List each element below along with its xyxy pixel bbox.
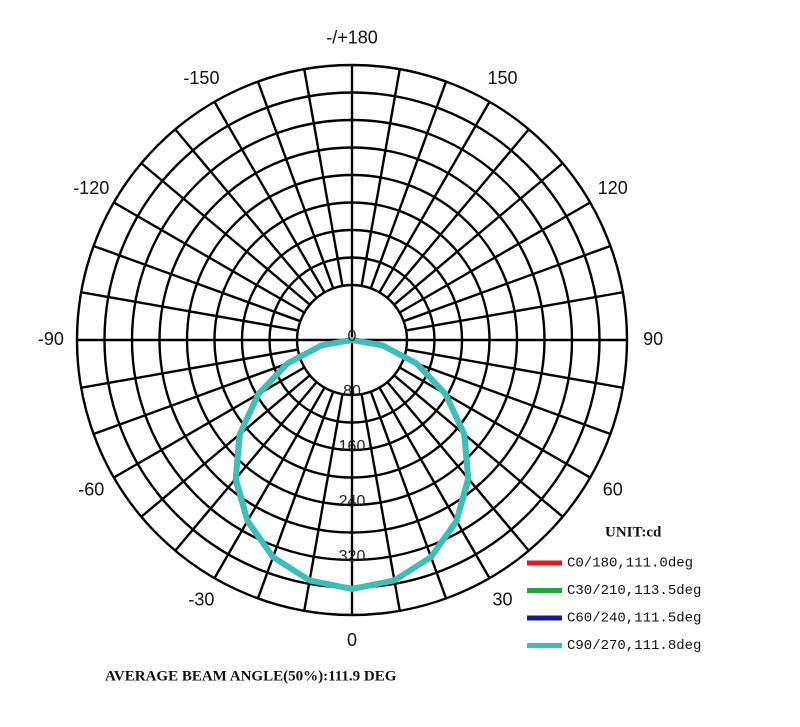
angle-label: 30 — [493, 590, 513, 610]
angle-label: 90 — [643, 329, 663, 349]
angle-label: 0 — [347, 630, 357, 650]
grid-spoke — [93, 357, 301, 436]
angle-label: -60 — [78, 479, 104, 499]
grid-spoke — [113, 201, 305, 314]
grid-spoke — [369, 81, 448, 289]
r-tick-label: 160 — [339, 438, 366, 455]
grid-spoke — [174, 381, 318, 552]
legend-label: C30/210,113.5deg — [567, 583, 701, 599]
grid-spoke — [174, 128, 318, 299]
legend-label: C90/270,111.8deg — [567, 638, 701, 654]
grid-spoke — [93, 244, 301, 323]
r-tick-label: 80 — [343, 383, 361, 400]
grid-spoke — [360, 393, 401, 612]
r-tick-label: 320 — [339, 548, 366, 565]
grid-spoke — [403, 357, 611, 436]
grid-spoke — [399, 366, 591, 479]
grid-spoke — [405, 291, 624, 332]
grid-spoke — [80, 291, 299, 332]
grid-spoke — [140, 374, 311, 518]
footer: AVERAGE BEAM ANGLE(50%):111.9 DEG — [105, 668, 397, 684]
grid-spoke — [140, 162, 311, 306]
grid-spoke — [256, 391, 335, 599]
angle-label: 150 — [488, 68, 518, 88]
legend-label: C60/240,111.5deg — [567, 611, 701, 627]
angle-label: 60 — [603, 479, 623, 499]
grid-spoke — [378, 387, 491, 579]
grid-spoke — [303, 68, 344, 287]
grid-spoke — [113, 366, 305, 479]
grid-spoke — [80, 348, 299, 389]
angle-label: -120 — [73, 178, 109, 198]
grid-spoke — [399, 201, 591, 314]
grid-spoke — [303, 393, 344, 612]
angle-label: -90 — [38, 329, 64, 349]
grid-spoke — [393, 374, 564, 518]
grid-spoke — [369, 391, 448, 599]
legend-label: C0/180,111.0deg — [567, 556, 693, 572]
grid-spoke — [213, 387, 326, 579]
grid-spoke — [386, 381, 530, 552]
labels: 0 30 60 90 120 150 -/+180 -150 -120 -90 -60 -30 C0/1… — [38, 28, 702, 655]
grid-spoke — [393, 162, 564, 306]
polar-grid — [75, 63, 629, 617]
intensity-curve — [232, 337, 472, 592]
grid-spoke — [213, 101, 326, 293]
grid-spoke — [405, 348, 624, 389]
grid-spoke — [403, 244, 611, 323]
r-tick-label: 0 — [348, 328, 357, 345]
grid-spoke — [360, 68, 401, 287]
angle-label: -30 — [188, 590, 214, 610]
unit-label: UNIT:cd — [605, 524, 662, 540]
curves — [232, 337, 472, 592]
r-tick-label: 240 — [339, 493, 366, 510]
grid-spoke — [256, 81, 335, 289]
angle-label: -150 — [183, 68, 219, 88]
grid-spoke — [386, 128, 530, 299]
angle-label: -/+180 — [326, 28, 378, 48]
grid-spoke — [378, 101, 491, 293]
angle-label: 120 — [598, 178, 628, 198]
